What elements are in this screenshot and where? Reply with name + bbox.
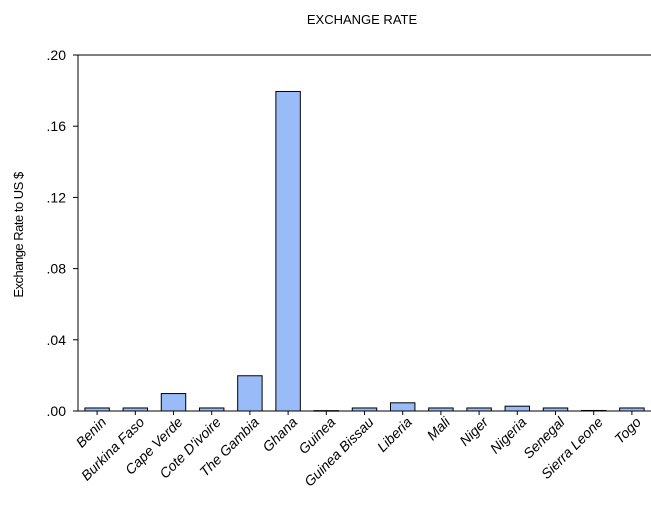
bar-cape-verde: [160, 393, 187, 412]
bar-senegal: [542, 407, 569, 412]
x-tick-label: Mali: [424, 413, 454, 443]
bar-nigeria: [504, 405, 531, 412]
bar-cote-d-ivoire: [198, 407, 225, 412]
x-tick-label: Togo: [611, 414, 644, 447]
y-tick-label: .00: [47, 403, 67, 419]
x-tick-label: Guinea Bissau: [301, 414, 377, 490]
x-tick-label: Niger: [456, 413, 492, 449]
y-tick-label: .04: [47, 332, 67, 348]
y-tick-label: .08: [47, 261, 67, 277]
y-axis-label: Exchange Rate to US $: [11, 171, 26, 298]
y-tick-label: .12: [47, 189, 67, 205]
bar-burkina-faso: [122, 407, 149, 412]
bar-togo: [619, 407, 645, 412]
x-tick-label: Liberia: [374, 414, 415, 455]
chart-title: EXCHANGE RATE: [307, 12, 418, 27]
bar-the-gambia: [237, 375, 263, 412]
bar-guinea-bissau: [351, 407, 378, 412]
bar-mali: [428, 407, 454, 412]
bar-niger: [466, 407, 492, 412]
y-tick-label: .20: [47, 47, 67, 63]
y-tick-label: .16: [47, 118, 67, 134]
bar-liberia: [389, 402, 416, 412]
bar-benin: [84, 407, 110, 412]
x-tick-label: Ghana: [259, 414, 300, 455]
bar-sierra-leone: [580, 409, 607, 412]
bar-ghana: [275, 90, 301, 412]
